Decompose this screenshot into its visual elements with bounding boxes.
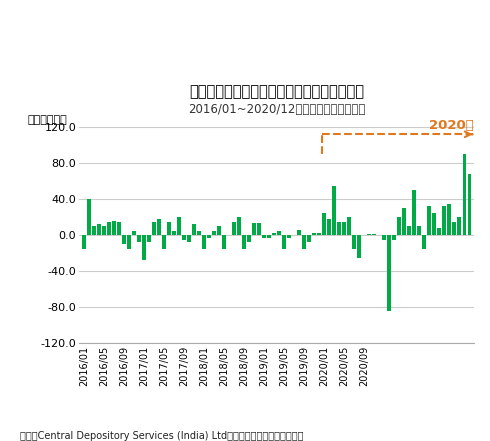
Bar: [313, 233, 316, 235]
Bar: [383, 235, 386, 239]
Bar: [357, 235, 361, 258]
Bar: [168, 222, 171, 235]
Bar: [402, 208, 406, 235]
Bar: [207, 235, 211, 238]
Bar: [237, 217, 241, 235]
Text: 2016/01~2020/12、月次、ネットベース: 2016/01~2020/12、月次、ネットベース: [188, 103, 366, 116]
Bar: [147, 235, 151, 242]
Bar: [372, 234, 376, 235]
Bar: [152, 222, 156, 235]
Bar: [282, 235, 286, 249]
Bar: [218, 226, 221, 235]
Bar: [137, 235, 141, 242]
Bar: [177, 217, 181, 235]
Bar: [257, 224, 261, 235]
Bar: [327, 219, 331, 235]
Bar: [202, 235, 206, 249]
Bar: [143, 235, 146, 260]
Text: 外国機関投資家によるインド株式への投資額: 外国機関投資家によるインド株式への投資額: [189, 84, 364, 99]
Bar: [122, 235, 126, 244]
Bar: [193, 224, 196, 235]
Bar: [247, 235, 251, 242]
Bar: [162, 235, 166, 249]
Bar: [222, 235, 226, 249]
Bar: [112, 220, 116, 235]
Bar: [413, 190, 416, 235]
Bar: [92, 226, 96, 235]
Bar: [352, 235, 356, 249]
Text: （億米ドル）: （億米ドル）: [28, 115, 68, 125]
Bar: [132, 231, 136, 235]
Bar: [452, 222, 456, 235]
Bar: [388, 235, 391, 311]
Bar: [232, 222, 236, 235]
Bar: [458, 217, 461, 235]
Bar: [157, 219, 161, 235]
Bar: [182, 235, 186, 239]
Bar: [187, 235, 191, 242]
Bar: [368, 234, 371, 235]
Bar: [408, 226, 411, 235]
Bar: [263, 235, 266, 238]
Bar: [307, 235, 311, 242]
Text: 2020年: 2020年: [429, 119, 474, 131]
Bar: [322, 213, 326, 235]
Bar: [107, 222, 111, 235]
Bar: [332, 186, 336, 235]
Bar: [297, 230, 301, 235]
Text: 出所：Central Depository Services (India) Ltd、ブルームバーグのデータを: 出所：Central Depository Services (India) L…: [20, 431, 303, 441]
Bar: [102, 226, 106, 235]
Bar: [272, 233, 276, 235]
Bar: [87, 199, 91, 235]
Bar: [347, 217, 351, 235]
Bar: [127, 235, 131, 249]
Bar: [82, 235, 86, 249]
Bar: [427, 206, 431, 235]
Bar: [302, 235, 306, 249]
Bar: [252, 224, 256, 235]
Bar: [243, 235, 246, 249]
Bar: [338, 222, 341, 235]
Bar: [288, 235, 291, 238]
Bar: [318, 233, 321, 235]
Bar: [463, 154, 466, 235]
Bar: [268, 235, 271, 238]
Bar: [397, 217, 401, 235]
Bar: [467, 174, 471, 235]
Bar: [447, 204, 451, 235]
Bar: [197, 231, 201, 235]
Bar: [117, 222, 121, 235]
Bar: [417, 226, 421, 235]
Bar: [392, 235, 396, 239]
Bar: [277, 231, 281, 235]
Bar: [98, 224, 101, 235]
Bar: [172, 231, 176, 235]
Bar: [422, 235, 426, 249]
Bar: [438, 228, 441, 235]
Bar: [442, 206, 446, 235]
Bar: [433, 213, 436, 235]
Bar: [212, 231, 216, 235]
Bar: [343, 222, 346, 235]
